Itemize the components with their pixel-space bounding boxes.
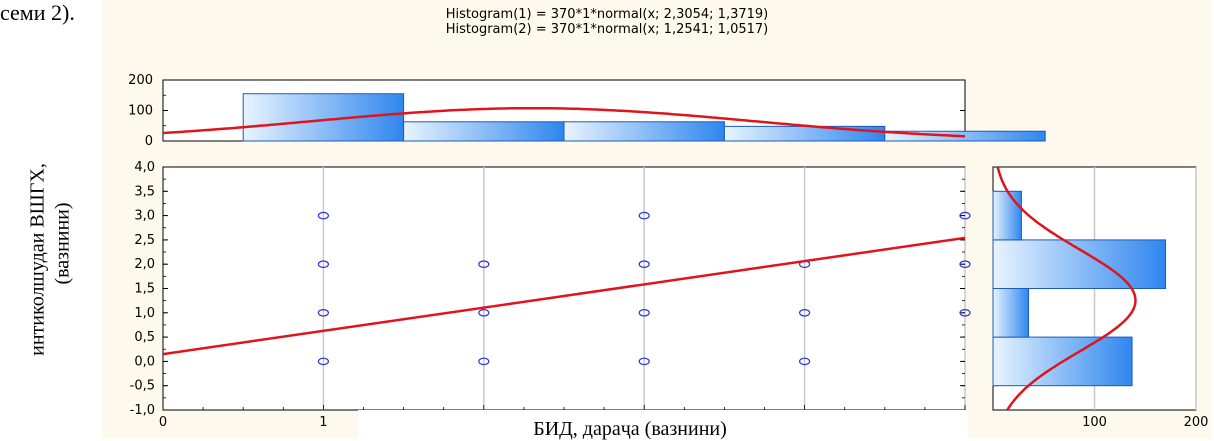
scatter-point-9 — [638, 260, 650, 269]
top-hist-y-tick-label-2: 200 — [128, 73, 153, 88]
chart-title-line-1: Histogram(1) = 370*1*normal(x; 2,3054; 1… — [445, 7, 769, 22]
scatter-point-5 — [478, 308, 490, 317]
top-hist-bar-0 — [242, 93, 405, 142]
scatter-point-3 — [317, 211, 329, 220]
scatter-point-0 — [317, 357, 329, 366]
scatter-plot-area — [162, 166, 966, 411]
scatter-point-15 — [959, 260, 971, 269]
right-hist-x-tick-label-0: 100 — [1082, 415, 1107, 430]
top-histogram: 0 100 200 — [128, 73, 1046, 149]
right-hist-bar-1 — [992, 288, 1030, 338]
scatter-point-16 — [959, 211, 971, 220]
y-axis-label-line-2: (вазнини) — [51, 202, 74, 285]
scatter-y-tick-label-10: 4,0 — [134, 160, 155, 175]
scatter-y-tick-label-8: 3,0 — [134, 209, 155, 224]
scatter-y-tick-label-6: 2,0 — [134, 257, 155, 272]
right-hist-normal-curve — [996, 167, 1137, 410]
scatter-point-2 — [317, 260, 329, 269]
scatter-point-12 — [798, 308, 811, 317]
scatter-y-tick-label-7: 2,5 — [134, 233, 155, 248]
top-hist-bar-3 — [723, 125, 886, 142]
scatter-y-tick-label-5: 1,5 — [134, 282, 155, 297]
scatter-x-tick-label-0: 0 — [159, 415, 167, 430]
top-hist-y-tick-label-0: 0 — [145, 134, 153, 149]
regression-line — [163, 236, 965, 356]
scatter-y-tick-label-9: 3,5 — [134, 184, 155, 199]
top-hist-bar-1 — [403, 121, 565, 142]
scatter-x-tick-label-1: 1 — [319, 415, 327, 430]
scatter-y-tick-label-0: -1,0 — [130, 403, 155, 418]
scatter-point-11 — [798, 357, 811, 366]
x-axis-label: БИД, дараҷа (вазнини) — [533, 418, 727, 440]
page-top-text: семи 2). — [0, 0, 75, 25]
chart-title-line-2: Histogram(2) = 370*1*normal(x; 1,2541; 1… — [445, 22, 769, 37]
scatter-point-14 — [959, 308, 971, 317]
scatter-point-8 — [638, 308, 650, 317]
scatter-y-tick-label-2: 0,0 — [134, 354, 155, 369]
scatter-point-10 — [638, 211, 650, 220]
scatter-y-tick-label-1: -0,5 — [130, 379, 155, 394]
scatter-y-tick-label-4: 1,0 — [134, 306, 155, 321]
top-hist-normal-curve — [163, 106, 965, 138]
right-hist-bar-3 — [992, 190, 1022, 241]
scatter-point-6 — [478, 260, 490, 269]
y-axis-label-line-1: интиколшудаи ВШГХ, — [26, 163, 49, 356]
right-hist-bar-2 — [992, 239, 1167, 289]
right-hist-x-tick-label-1: 200 — [1184, 415, 1209, 430]
scatter-point-1 — [317, 308, 329, 317]
scatter-y-tick-label-3: 0,5 — [134, 330, 155, 345]
right-histogram: 100 200 — [992, 166, 1209, 430]
top-hist-bar-2 — [563, 121, 725, 142]
top-hist-y-tick-label-1: 100 — [128, 104, 153, 119]
scatter-point-7 — [638, 357, 650, 366]
scatter-point-4 — [478, 357, 490, 366]
scatterplot: -1,0 -0,5 0,0 0,5 1,0 1,5 2,0 2,5 3,0 3,5 4,0 0 1 — [130, 160, 971, 430]
page-overlay-strip — [358, 410, 968, 441]
